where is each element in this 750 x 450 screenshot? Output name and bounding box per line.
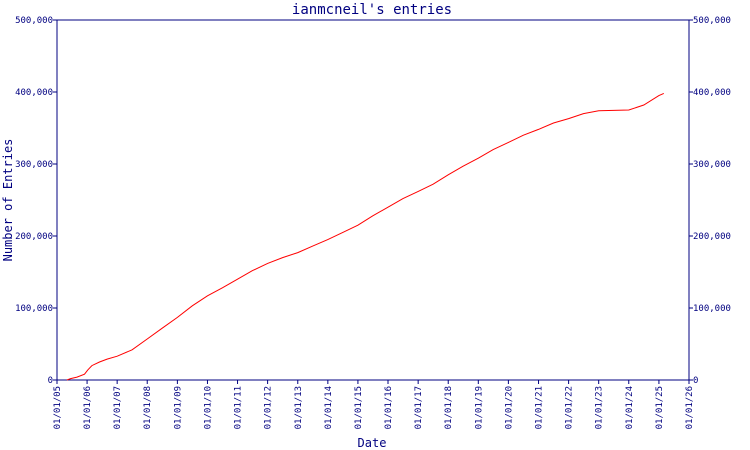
x-tick-label: 01/01/22 [565,386,575,429]
y-tick-label-right: 0 [693,376,698,386]
y-tick-label: 100,000 [15,304,53,314]
y-tick-label: 0 [48,376,53,386]
x-tick-label: 01/01/16 [384,386,394,429]
x-tick-label: 01/01/12 [264,386,274,429]
x-tick-label: 01/01/13 [294,386,304,429]
plot-area-frame [56,19,690,381]
y-tick-label: 200,000 [15,232,53,242]
x-tick-label: 01/01/26 [685,386,695,429]
y-axis-title: Number of Entries [1,139,15,262]
x-tick-label: 01/01/24 [625,386,635,429]
y-tick-label: 300,000 [15,160,53,170]
x-tick-label: 01/01/18 [444,386,454,429]
y-tick-label-right: 500,000 [693,16,731,26]
y-axis-right: 0 100,000 200,000 300,000 400,000 500,000 [689,16,731,386]
x-tick-label: 01/01/17 [414,386,424,429]
x-tick-label: 01/01/23 [595,386,605,429]
x-tick-label: 01/01/19 [474,386,484,429]
x-tick-label: 01/01/07 [113,386,123,429]
x-tick-label: 01/01/05 [53,386,63,429]
x-axis: 01/01/05 01/01/06 01/01/07 01/01/08 01/01/09… [53,380,695,429]
y-axis-left: 0 100,000 200,000 300,000 400,000 500,000 [15,16,57,386]
chart-title: ianmcneil's entries [292,2,452,18]
y-tick-label: 400,000 [15,88,53,98]
y-tick-label-right: 400,000 [693,88,731,98]
x-tick-label: 01/01/10 [203,386,213,429]
x-tick-label: 01/01/11 [234,386,244,429]
x-tick-label: 01/01/21 [535,386,545,429]
x-tick-label: 01/01/06 [83,386,93,429]
y-tick-label-right: 300,000 [693,160,731,170]
x-tick-label: 01/01/09 [173,386,183,429]
x-tick-label: 01/01/08 [143,386,153,429]
x-tick-label: 01/01/15 [354,386,364,429]
y-tick-label-right: 200,000 [693,232,731,242]
y-tick-label: 500,000 [15,16,53,26]
x-tick-label: 01/01/14 [324,386,334,429]
series-line [66,92,665,381]
x-tick-label: 01/01/25 [655,386,665,429]
x-tick-label: 01/01/20 [504,386,514,429]
x-axis-title: Date [358,436,387,450]
y-tick-label-right: 100,000 [693,304,731,314]
